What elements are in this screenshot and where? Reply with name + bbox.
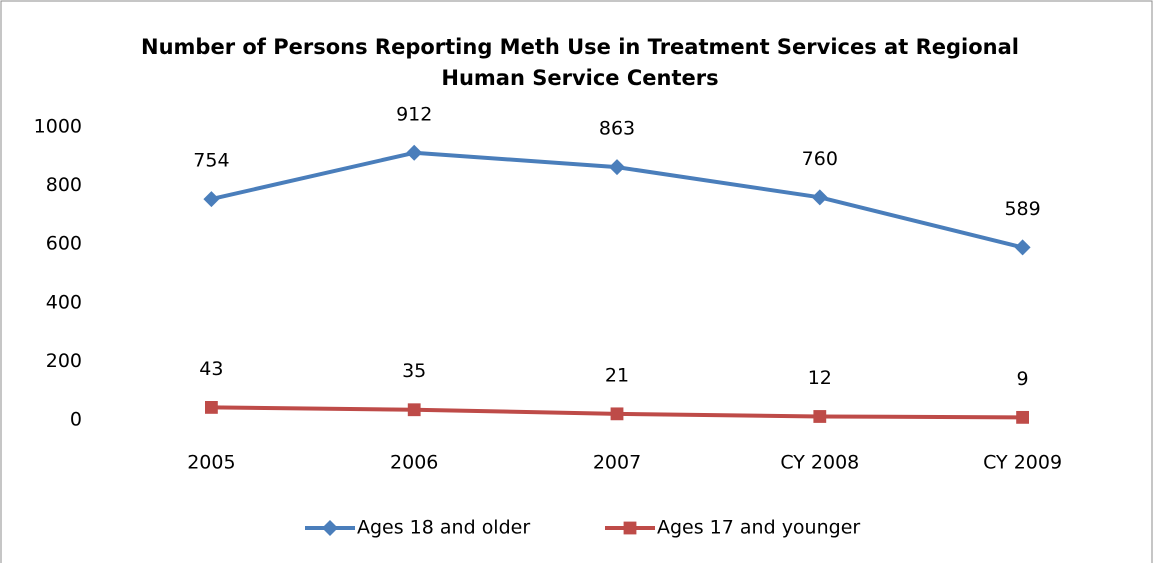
y-tick-label: 0 bbox=[70, 409, 82, 431]
point-marker bbox=[609, 159, 625, 176]
point-marker bbox=[407, 403, 421, 417]
y-tick-label: 400 bbox=[46, 291, 82, 313]
x-tick-label: 2006 bbox=[390, 452, 438, 474]
point-marker bbox=[623, 521, 637, 535]
y-tick-label: 600 bbox=[46, 233, 82, 255]
data-label: 12 bbox=[808, 367, 832, 389]
data-label: 760 bbox=[802, 148, 838, 170]
data-label: 589 bbox=[1004, 198, 1040, 220]
y-tick-label: 800 bbox=[46, 174, 82, 196]
data-label: 21 bbox=[605, 364, 629, 386]
legend-label: Ages 18 and older bbox=[357, 517, 530, 539]
point-marker bbox=[610, 407, 624, 421]
point-marker bbox=[406, 144, 423, 161]
data-label: 863 bbox=[599, 118, 635, 140]
chart-title: Number of Persons Reporting Meth Use in … bbox=[141, 35, 1019, 90]
x-tick-label: 2007 bbox=[593, 452, 641, 474]
point-marker bbox=[811, 189, 828, 206]
point-marker bbox=[205, 401, 218, 414]
point-marker bbox=[203, 191, 220, 208]
y-tick-label: 1000 bbox=[34, 116, 82, 138]
x-tick-label: CY 2009 bbox=[983, 452, 1062, 474]
point-marker bbox=[813, 410, 827, 423]
data-label: 754 bbox=[193, 150, 229, 172]
y-tick-label: 200 bbox=[46, 350, 82, 372]
data-label: 35 bbox=[402, 360, 426, 382]
legend-label: Ages 17 and younger bbox=[657, 517, 860, 539]
point-marker bbox=[1014, 239, 1031, 256]
x-tick-label: CY 2008 bbox=[780, 452, 859, 474]
point-marker bbox=[1016, 410, 1029, 424]
x-tick-label: 2005 bbox=[187, 452, 235, 474]
data-label: 43 bbox=[199, 358, 223, 380]
data-label: 9 bbox=[1017, 368, 1029, 390]
point-marker bbox=[322, 520, 338, 536]
data-label: 912 bbox=[396, 103, 432, 125]
